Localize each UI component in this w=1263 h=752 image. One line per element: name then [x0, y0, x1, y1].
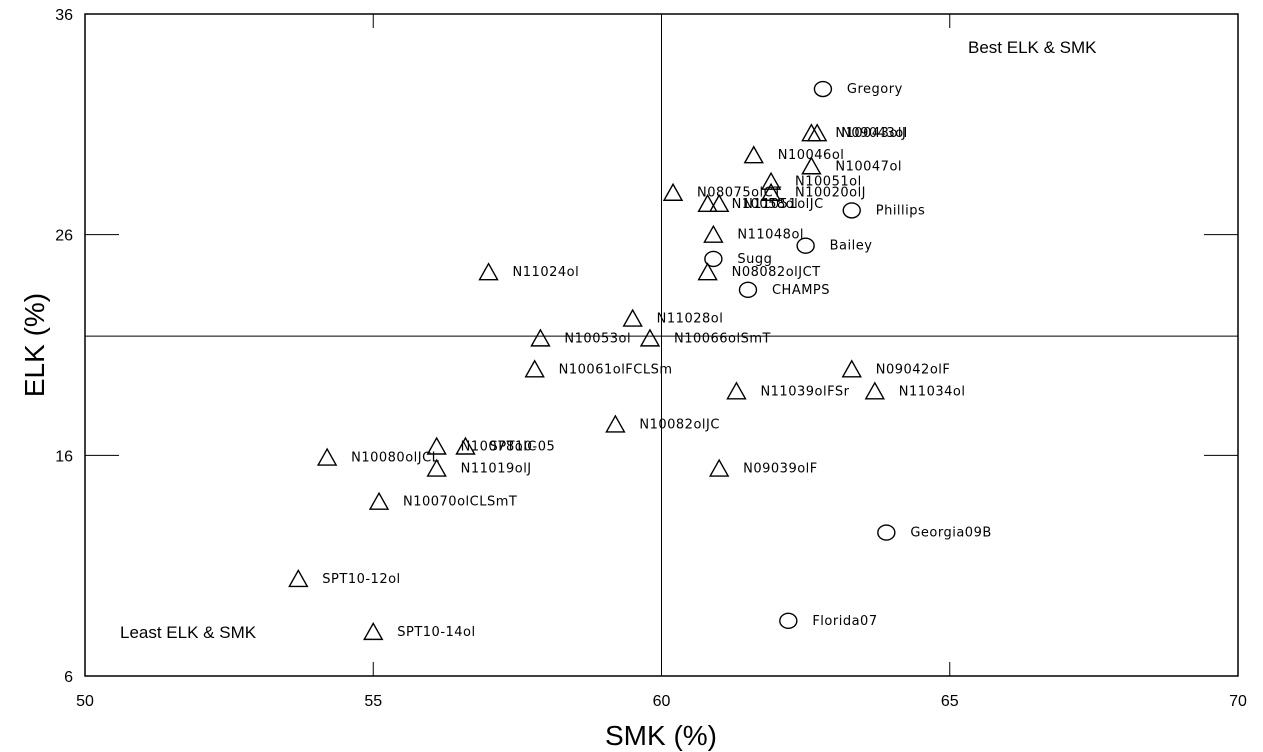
y-tick-label: 26: [55, 228, 73, 245]
data-point-triangle: [455, 436, 476, 455]
data-point-triangle: [605, 414, 626, 433]
annotation-best: Best ELK & SMK: [968, 38, 1097, 57]
data-point-label: N10051ol: [795, 175, 862, 190]
data-point-triangle: [726, 381, 747, 400]
data-point-triangle: [697, 262, 718, 281]
data-point-circle: [779, 612, 798, 630]
data-point-label: Georgia09B: [910, 526, 991, 541]
data-point-triangle: [316, 447, 338, 466]
data-point-label: N11019olJ: [461, 462, 532, 477]
data-point-label: N10043olJ: [835, 126, 906, 141]
data-point-label: N08082olJCT: [732, 265, 821, 280]
data-point-label: N10020olJ: [795, 186, 866, 201]
data-point-triangle: [801, 156, 822, 175]
data-point-triangle: [426, 436, 447, 455]
data-point-label: Sugg: [737, 252, 772, 267]
data-point-triangle: [662, 182, 684, 201]
data-point-label: Florida07: [812, 614, 877, 629]
data-point-label: N11024ol: [513, 265, 580, 280]
data-point-circle: [877, 524, 896, 541]
data-point-label: N11048ol: [737, 228, 804, 243]
data-point-triangle: [622, 308, 643, 327]
data-point-label: N10080olJCL: [351, 451, 440, 466]
x-tick-label: 65: [941, 693, 959, 710]
data-point-triangle: [530, 328, 551, 347]
data-point-triangle: [806, 123, 828, 142]
data-point-triangle: [368, 491, 390, 510]
data-point-label: Phillips: [876, 203, 926, 218]
data-point-triangle: [708, 193, 730, 212]
data-point-label: N09042olF: [876, 362, 951, 377]
data-point-circle: [796, 237, 815, 254]
data-point-triangle: [524, 359, 545, 378]
x-axis-title: SMK (%): [605, 720, 717, 751]
data-point-label: CHAMPS: [772, 283, 830, 298]
data-point-label: N11039olFSr: [760, 384, 849, 399]
data-point-label: N10082olJC: [639, 417, 720, 432]
data-point-triangle: [760, 182, 782, 201]
data-point-label: SPT10-05: [489, 440, 555, 455]
y-axis-title: ELK (%): [19, 293, 50, 397]
data-point-label: N10070olCLSmT: [403, 495, 517, 510]
y-tick-label: 16: [55, 448, 73, 465]
annotation-least: Least ELK & SMK: [120, 623, 257, 642]
data-point-label: N10058ol: [732, 197, 799, 212]
y-tick-label: 36: [55, 7, 73, 24]
data-point-triangle: [708, 458, 730, 477]
x-tick-label: 70: [1229, 693, 1247, 710]
data-point-label: SPT10-14ol: [397, 625, 475, 640]
x-tick-label: 50: [76, 693, 94, 710]
data-point-triangle: [801, 123, 822, 142]
data-point-label: N09043ol: [841, 126, 908, 141]
data-point-label: N09039olF: [743, 462, 818, 477]
data-point-triangle: [841, 359, 862, 378]
data-point-triangle: [639, 328, 661, 347]
data-point-circle: [842, 202, 861, 219]
data-point-label: N10053ol: [564, 331, 631, 346]
data-point-triangle: [760, 171, 782, 190]
data-point-triangle: [697, 193, 718, 212]
data-point-label: N11034ol: [899, 384, 966, 399]
data-point-triangle: [426, 458, 447, 477]
data-point-label: Bailey: [830, 239, 873, 254]
data-point-label: SPT10-12ol: [322, 572, 400, 587]
data-point-circle: [813, 80, 833, 98]
data-point-circle: [738, 281, 758, 299]
data-point-label: N10078olC: [461, 440, 537, 455]
x-tick-label: 55: [364, 693, 382, 710]
data-point-triangle: [703, 224, 724, 243]
data-point-triangle: [743, 145, 764, 164]
x-tick-label: 60: [653, 693, 671, 710]
data-point-label: N10061olFCLSm: [559, 362, 673, 377]
data-point-triangle: [288, 568, 309, 588]
data-point-label: N10046ol: [778, 148, 845, 163]
data-point-label: N11051olJC: [743, 197, 824, 212]
y-tick-label: 6: [64, 669, 73, 686]
data-point-triangle: [864, 381, 886, 400]
data-point-label: Gregory: [847, 82, 903, 97]
data-point-label: N10047ol: [835, 159, 902, 174]
data-point-label: N10066olSmT: [674, 331, 771, 346]
data-point-triangle: [478, 262, 499, 281]
data-point-triangle: [363, 621, 384, 641]
data-point-circle: [704, 250, 723, 268]
data-point-label: N11028ol: [657, 312, 724, 327]
